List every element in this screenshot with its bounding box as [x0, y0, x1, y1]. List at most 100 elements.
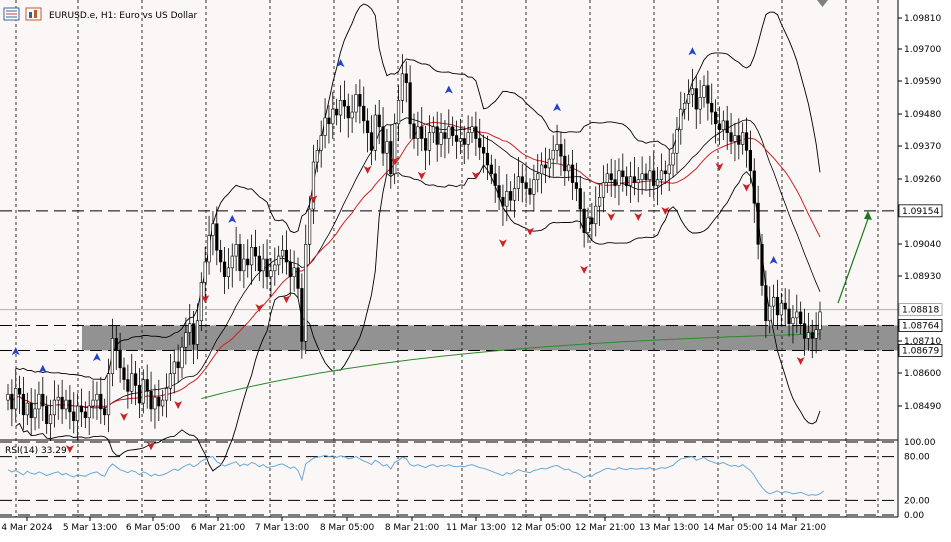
- candle-bear: [489, 164, 493, 175]
- candle-bear: [176, 361, 180, 369]
- candle-bear: [68, 399, 72, 413]
- candle-bull: [261, 258, 265, 272]
- signal-arrow-down-icon: [796, 356, 805, 365]
- candle-bear: [192, 323, 196, 345]
- candle-bull: [771, 296, 776, 307]
- signal-arrow-up-icon: [92, 352, 101, 361]
- candle-bull: [628, 176, 633, 186]
- signal-arrow-down-icon: [607, 212, 616, 221]
- candle-bull: [304, 244, 308, 342]
- projection-arrow-line: [837, 218, 869, 304]
- candle-bear: [713, 111, 718, 125]
- time-tick-label: 11 Mar 13:00: [446, 523, 506, 533]
- candle-bear: [748, 149, 752, 172]
- price-tick-label: 1.09480: [904, 110, 941, 120]
- price-tick-label: 1.08490: [904, 402, 941, 412]
- moving-average-slow-line: [201, 333, 821, 400]
- candle-bull: [818, 311, 822, 330]
- price-label-text: 1.08764: [902, 321, 939, 331]
- candle-bull: [814, 329, 818, 339]
- signal-arrow-up-icon: [228, 214, 237, 223]
- candle-bull: [594, 205, 598, 225]
- chart-shift-marker-icon[interactable]: [817, 0, 828, 7]
- candle-bull: [586, 217, 590, 233]
- signal-arrow-up-icon: [444, 85, 453, 94]
- candle-bull: [277, 255, 281, 266]
- price-tick-label: 1.09260: [904, 175, 941, 185]
- candle-bear: [296, 267, 300, 289]
- chart-bars-icon[interactable]: [25, 7, 42, 21]
- candle-bear: [462, 138, 466, 145]
- candle-bull: [323, 117, 327, 136]
- candle-bull: [226, 267, 231, 277]
- candle-bear: [122, 367, 126, 380]
- candle-bull: [601, 182, 606, 198]
- signal-arrow-down-icon: [417, 171, 426, 180]
- candle-bull: [536, 173, 540, 180]
- candle-bull: [141, 379, 145, 404]
- signal-arrow-up-icon: [336, 59, 345, 68]
- candle-bull: [667, 164, 671, 175]
- candle-bear: [632, 176, 636, 183]
- candle-bull: [76, 405, 80, 421]
- candle-bear: [652, 170, 656, 186]
- candle-bear: [760, 244, 764, 286]
- candle-bear: [29, 402, 33, 419]
- candle-bull: [350, 111, 354, 119]
- price-label-box: [898, 204, 943, 218]
- rsi-tick-label: 20.00: [904, 496, 930, 506]
- signal-arrow-down-icon: [715, 162, 724, 171]
- signal-arrow-up-icon: [38, 364, 47, 373]
- candle-bull: [439, 132, 443, 145]
- rsi-line: [7, 454, 825, 496]
- candle-bear: [381, 126, 385, 154]
- candle-bull: [273, 264, 277, 272]
- svg-text:EURUSD.e, H1: Euro vs US Dolla: EURUSD.e, H1: Euro vs US Dollar: [49, 11, 198, 21]
- candle-bull: [331, 108, 335, 125]
- candle-bear: [377, 114, 381, 128]
- grid-layer: [15, 0, 879, 517]
- candle-bull: [396, 100, 401, 125]
- candle-bear: [729, 132, 733, 142]
- candle-bull: [416, 126, 420, 139]
- candle-bear: [238, 244, 242, 272]
- candle-bull: [292, 267, 296, 277]
- candle-bear: [257, 255, 261, 272]
- candle-bear: [497, 185, 501, 198]
- candle-bear: [590, 217, 594, 225]
- chart-list-icon[interactable]: [3, 7, 20, 21]
- candle-bear: [126, 379, 130, 392]
- price-tick-label: 1.08600: [904, 369, 941, 379]
- candle-bull: [683, 102, 687, 110]
- candle-bull: [648, 170, 652, 180]
- candle-bear: [787, 308, 791, 324]
- price-tick-label: 1.09700: [904, 45, 941, 55]
- candle-bull: [555, 144, 559, 151]
- candle-bull: [207, 235, 211, 263]
- candle-bear: [60, 396, 64, 410]
- signal-arrow-down-icon: [526, 227, 534, 236]
- signal-arrow-down-icon: [742, 183, 751, 192]
- candle-bull: [470, 126, 474, 133]
- candle-bear: [222, 261, 227, 277]
- signal-arrow-down-icon: [282, 295, 291, 304]
- candle-bull: [338, 100, 343, 116]
- candle-bear: [454, 135, 459, 142]
- candle-bull: [686, 94, 691, 104]
- candle-bull: [466, 132, 470, 145]
- candle-bull: [505, 191, 509, 207]
- signal-arrow-down-icon: [174, 401, 183, 410]
- candle-bear: [717, 123, 722, 130]
- candle-bear: [365, 120, 370, 133]
- candle-bull: [307, 208, 312, 245]
- candle-bear: [284, 249, 289, 263]
- candle-bear: [45, 405, 49, 424]
- candle-bear: [613, 179, 617, 186]
- candle-bear: [451, 126, 455, 136]
- price-tick-label: 1.09590: [904, 77, 941, 87]
- time-tick-label: 5 Mar 13:00: [63, 523, 118, 533]
- candle-bear: [481, 147, 486, 154]
- candle-bear: [501, 197, 505, 207]
- candle-bull: [6, 393, 10, 401]
